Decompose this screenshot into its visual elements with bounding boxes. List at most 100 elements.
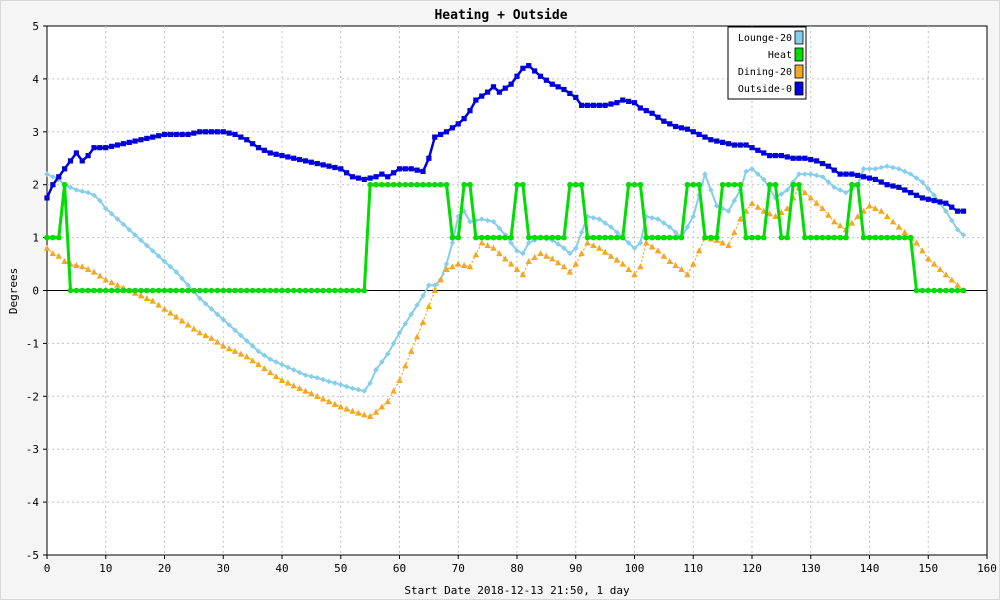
dining-20-point — [578, 250, 585, 257]
legend-label: Dining-20 — [738, 67, 792, 78]
outside-0-point — [890, 183, 896, 189]
dining-20-point — [484, 242, 491, 249]
dining-20-point — [948, 276, 955, 283]
dining-20-point — [766, 210, 773, 217]
dining-20-point — [543, 252, 550, 259]
y-tick-label: 3 — [32, 126, 39, 139]
outside-0-point — [279, 153, 285, 159]
outside-0-point — [496, 89, 502, 95]
lounge-20-point — [102, 205, 109, 212]
heat-point — [367, 181, 373, 188]
lounge-20-point — [484, 217, 491, 224]
dining-20-point — [666, 258, 673, 265]
outside-0-point — [896, 184, 902, 190]
outside-0-point — [226, 130, 232, 136]
lounge-20-point — [120, 221, 127, 228]
outside-0-point — [943, 200, 949, 206]
heat-point — [373, 181, 379, 188]
heat-point — [696, 181, 702, 188]
heat-point — [243, 287, 250, 294]
outside-0-point — [156, 133, 162, 139]
legend-label: Lounge-20 — [738, 33, 792, 44]
heat-point — [896, 234, 902, 241]
dining-20-point — [660, 252, 668, 259]
dining-20-point — [637, 263, 644, 270]
lounge-20-point — [690, 213, 697, 220]
heat-point — [320, 287, 326, 294]
heat-point — [637, 181, 644, 188]
heat-point — [737, 181, 744, 188]
lounge-20-point — [584, 213, 591, 220]
legend-swatch — [794, 47, 804, 62]
dining-20-point — [866, 202, 873, 209]
outside-0-point — [344, 170, 350, 176]
outside-0-point — [678, 125, 685, 131]
dining-20-point — [108, 279, 115, 286]
series-outside-0 — [44, 63, 967, 214]
heat-point — [755, 234, 761, 241]
heat-point — [50, 234, 56, 241]
heat-point — [261, 287, 268, 294]
dining-20-point — [366, 413, 374, 420]
outside-0-point — [302, 158, 309, 164]
outside-0-point — [197, 129, 203, 135]
dining-20-point — [930, 260, 938, 267]
dining-20-point — [413, 333, 421, 340]
lounge-20-point — [302, 372, 309, 378]
outside-0-point — [514, 73, 520, 79]
series-layer — [43, 63, 967, 420]
lounge-20-point — [661, 220, 667, 226]
lounge-20-point — [320, 376, 326, 383]
dining-20-point — [214, 338, 221, 345]
heat-point — [555, 234, 561, 241]
dining-20-point — [925, 255, 932, 262]
heat-point — [666, 234, 673, 241]
heat-point — [384, 181, 391, 188]
outside-0-point — [831, 167, 837, 173]
heat-point — [878, 234, 885, 241]
lounge-20-point — [314, 374, 321, 381]
outside-0-point — [56, 174, 62, 180]
lounge-20-point — [114, 216, 121, 222]
outside-0-point — [161, 131, 168, 138]
outside-0-point — [825, 163, 831, 169]
lounge-20-point — [931, 192, 937, 199]
dining-20-point — [648, 243, 656, 250]
heat-point — [584, 234, 591, 241]
outside-0-point — [314, 160, 320, 167]
lounge-20-point — [285, 364, 291, 371]
lounge-20-point — [919, 179, 926, 185]
lounge-20-point — [749, 166, 755, 172]
outside-0-point — [291, 155, 297, 161]
heat-point — [937, 287, 943, 294]
lounge-20-point — [273, 359, 279, 365]
heat-point — [725, 181, 732, 188]
lounge-20-point — [896, 166, 902, 172]
dining-20-point — [173, 313, 180, 320]
y-tick-label: 0 — [32, 285, 39, 298]
outside-0-point — [109, 143, 115, 149]
dining-20-point — [836, 222, 844, 229]
heat-point — [890, 234, 896, 241]
outside-0-point — [761, 150, 767, 156]
heat-point — [120, 287, 127, 294]
dining-20-point — [754, 203, 762, 210]
dining-20-point — [601, 248, 609, 255]
outside-0-point — [449, 125, 455, 131]
dining-20-point — [566, 268, 574, 275]
dining-20-point — [942, 271, 950, 278]
outside-0-point — [778, 153, 784, 159]
outside-0-point — [485, 89, 491, 95]
heat-point — [672, 234, 679, 241]
heat-point — [749, 234, 755, 241]
heat-point — [332, 287, 338, 294]
heat-point — [85, 287, 91, 294]
outside-0-point — [255, 145, 262, 151]
lounge-20-point — [807, 171, 814, 177]
outside-0-point — [537, 73, 544, 79]
lounge-20-point — [948, 217, 955, 224]
x-tick-label: 80 — [510, 562, 523, 575]
outside-0-point — [855, 172, 861, 179]
outside-0-point — [684, 126, 690, 132]
